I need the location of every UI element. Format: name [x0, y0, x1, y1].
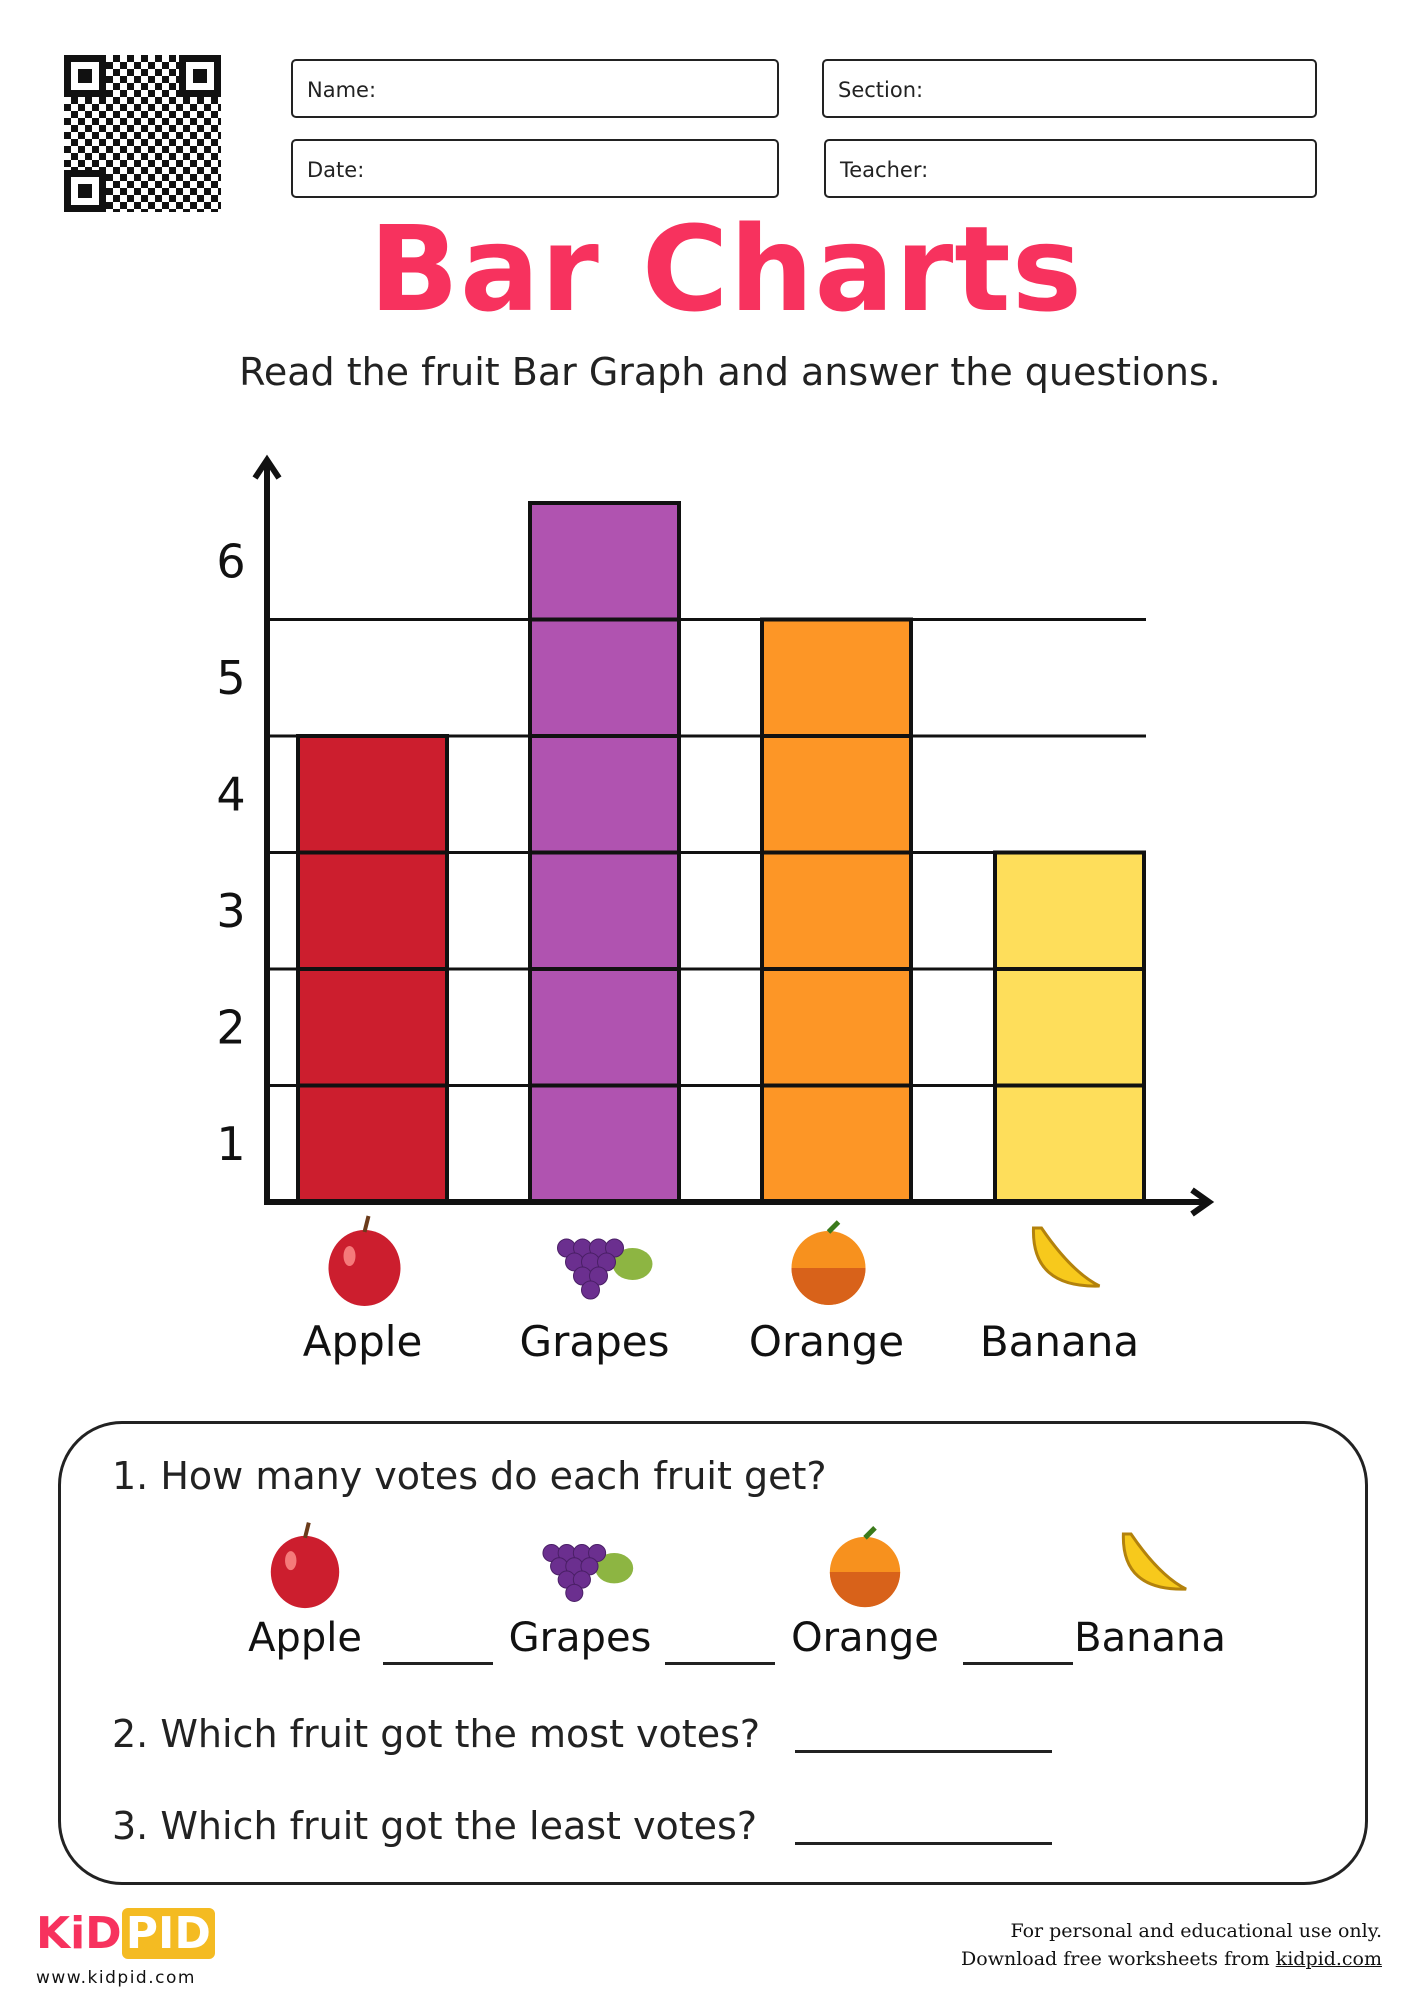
- bar-apple-unit: [296, 1083, 449, 1204]
- y-tick-label: 1: [216, 1117, 245, 1171]
- instructions: Read the fruit Bar Graph and answer the …: [239, 350, 1221, 394]
- y-tick-label: 2: [216, 1000, 245, 1054]
- y-axis-arrow-icon: [252, 454, 282, 480]
- question-3: 3. Which fruit got the least votes?: [112, 1804, 757, 1848]
- bar-orange-unit: [760, 1083, 913, 1204]
- bar-chart: 1 2 3 4 5 6 Apple Grapes Orange Banana: [216, 454, 1215, 1366]
- kidpid-logo: KiDPID: [36, 1908, 215, 1959]
- x-tick-label: Banana: [980, 1317, 1139, 1366]
- banana-icon: [1031, 1226, 1101, 1288]
- apple-icon: [328, 1215, 401, 1306]
- x-tick-label: Grapes: [520, 1317, 670, 1366]
- question-fruit-icons: [270, 1522, 1187, 1609]
- y-tick-label: 6: [216, 534, 245, 588]
- answer-blank-apple[interactable]: [383, 1662, 493, 1665]
- answer-blank-most[interactable]: [795, 1750, 1052, 1753]
- download-note: Download free worksheets from kidpid.com: [961, 1948, 1382, 1970]
- grapes-icon: [542, 1543, 634, 1602]
- qr-code: [64, 55, 221, 212]
- fruit-label-banana: Banana: [1074, 1615, 1226, 1661]
- x-tick-label: Apple: [303, 1317, 423, 1366]
- usage-note: For personal and educational use only.: [1010, 1920, 1382, 1942]
- bar-banana-unit: [993, 967, 1146, 1088]
- bar-apple-unit: [296, 850, 449, 971]
- bar-banana-unit: [993, 1083, 1146, 1204]
- orange-icon: [791, 1220, 866, 1305]
- answer-blank-grapes[interactable]: [665, 1662, 775, 1665]
- bar-grapes-unit: [528, 967, 681, 1088]
- apple-icon: [270, 1522, 340, 1609]
- x-axis-arrow-icon: [1190, 1187, 1215, 1217]
- bar-apple-unit: [296, 734, 449, 855]
- section-field[interactable]: Section:: [822, 59, 1317, 118]
- name-field[interactable]: Name:: [291, 59, 779, 118]
- bar-grapes-unit: [528, 501, 681, 622]
- y-tick-label: 3: [216, 884, 245, 938]
- question-1: 1. How many votes do each fruit get?: [112, 1454, 827, 1498]
- orange-icon: [829, 1526, 901, 1608]
- kidpid-link[interactable]: kidpid.com: [1275, 1948, 1382, 1970]
- site-url: www.kidpid.com: [36, 1968, 196, 1988]
- bar-grapes-unit: [528, 1083, 681, 1204]
- bar-grapes-unit: [528, 617, 681, 738]
- date-field[interactable]: Date:: [291, 139, 779, 198]
- y-tick-label: 5: [216, 651, 245, 705]
- bar-orange-unit: [760, 967, 913, 1088]
- teacher-field[interactable]: Teacher:: [824, 139, 1317, 198]
- fruit-label-apple: Apple: [248, 1615, 362, 1661]
- bar-grapes-unit: [528, 734, 681, 855]
- grapes-icon: [557, 1238, 653, 1300]
- question-2: 2. Which fruit got the most votes?: [112, 1712, 761, 1756]
- bar-orange-unit: [760, 617, 913, 738]
- x-tick-label: Orange: [749, 1317, 904, 1366]
- bar-orange-unit: [760, 734, 913, 855]
- answer-blank-least[interactable]: [795, 1842, 1052, 1845]
- questions-box: [58, 1421, 1368, 1885]
- page-title: Bar Charts: [369, 200, 1083, 338]
- bar-orange-unit: [760, 850, 913, 971]
- bar-grapes-unit: [528, 850, 681, 971]
- fruit-label-orange: Orange: [791, 1615, 939, 1661]
- bar-apple-unit: [296, 967, 449, 1088]
- bar-banana-unit: [993, 850, 1146, 971]
- answer-blank-orange[interactable]: [963, 1662, 1073, 1665]
- y-tick-label: 4: [216, 767, 245, 821]
- banana-icon: [1121, 1532, 1187, 1591]
- fruit-label-grapes: Grapes: [508, 1615, 652, 1661]
